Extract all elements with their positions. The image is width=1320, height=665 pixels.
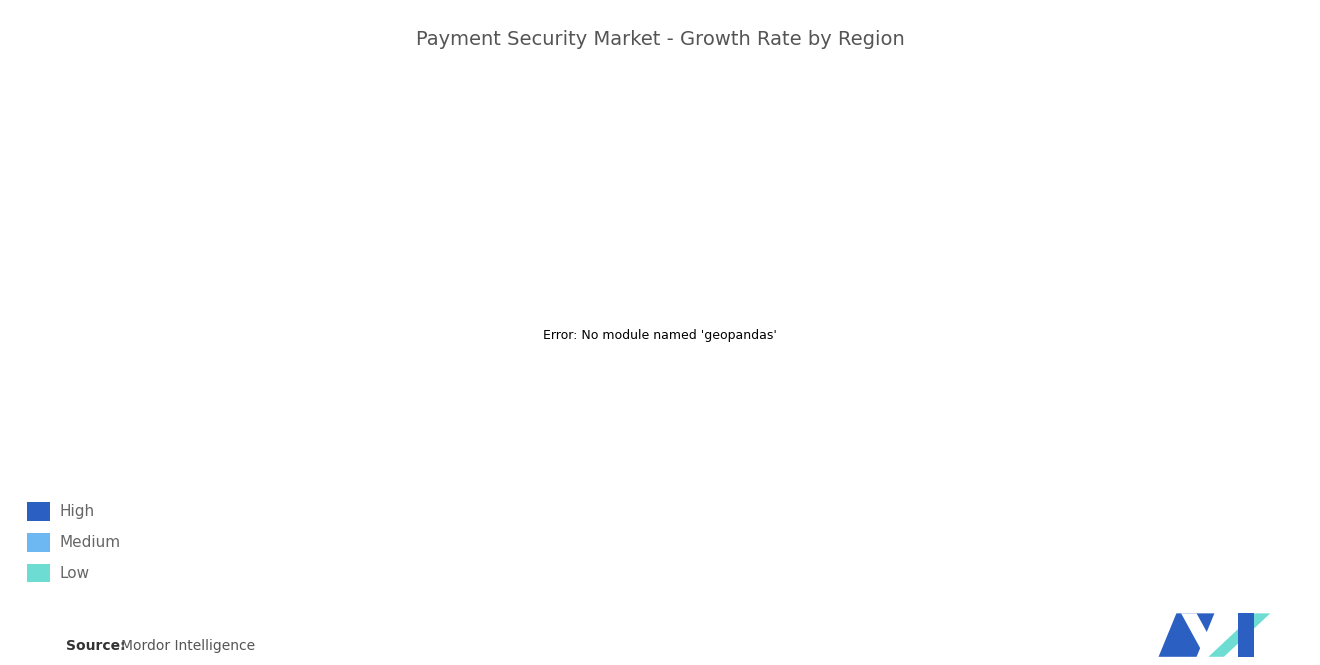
Text: Mordor Intelligence: Mordor Intelligence [121,639,256,654]
Polygon shape [1238,613,1254,657]
Polygon shape [1209,613,1270,657]
Text: Payment Security Market - Growth Rate by Region: Payment Security Market - Growth Rate by… [416,30,904,49]
Polygon shape [1181,613,1220,657]
Polygon shape [1159,613,1214,657]
Text: Error: No module named 'geopandas': Error: No module named 'geopandas' [543,329,777,342]
Text: Source:: Source: [66,639,125,654]
Legend: High, Medium, Low: High, Medium, Low [21,496,127,589]
